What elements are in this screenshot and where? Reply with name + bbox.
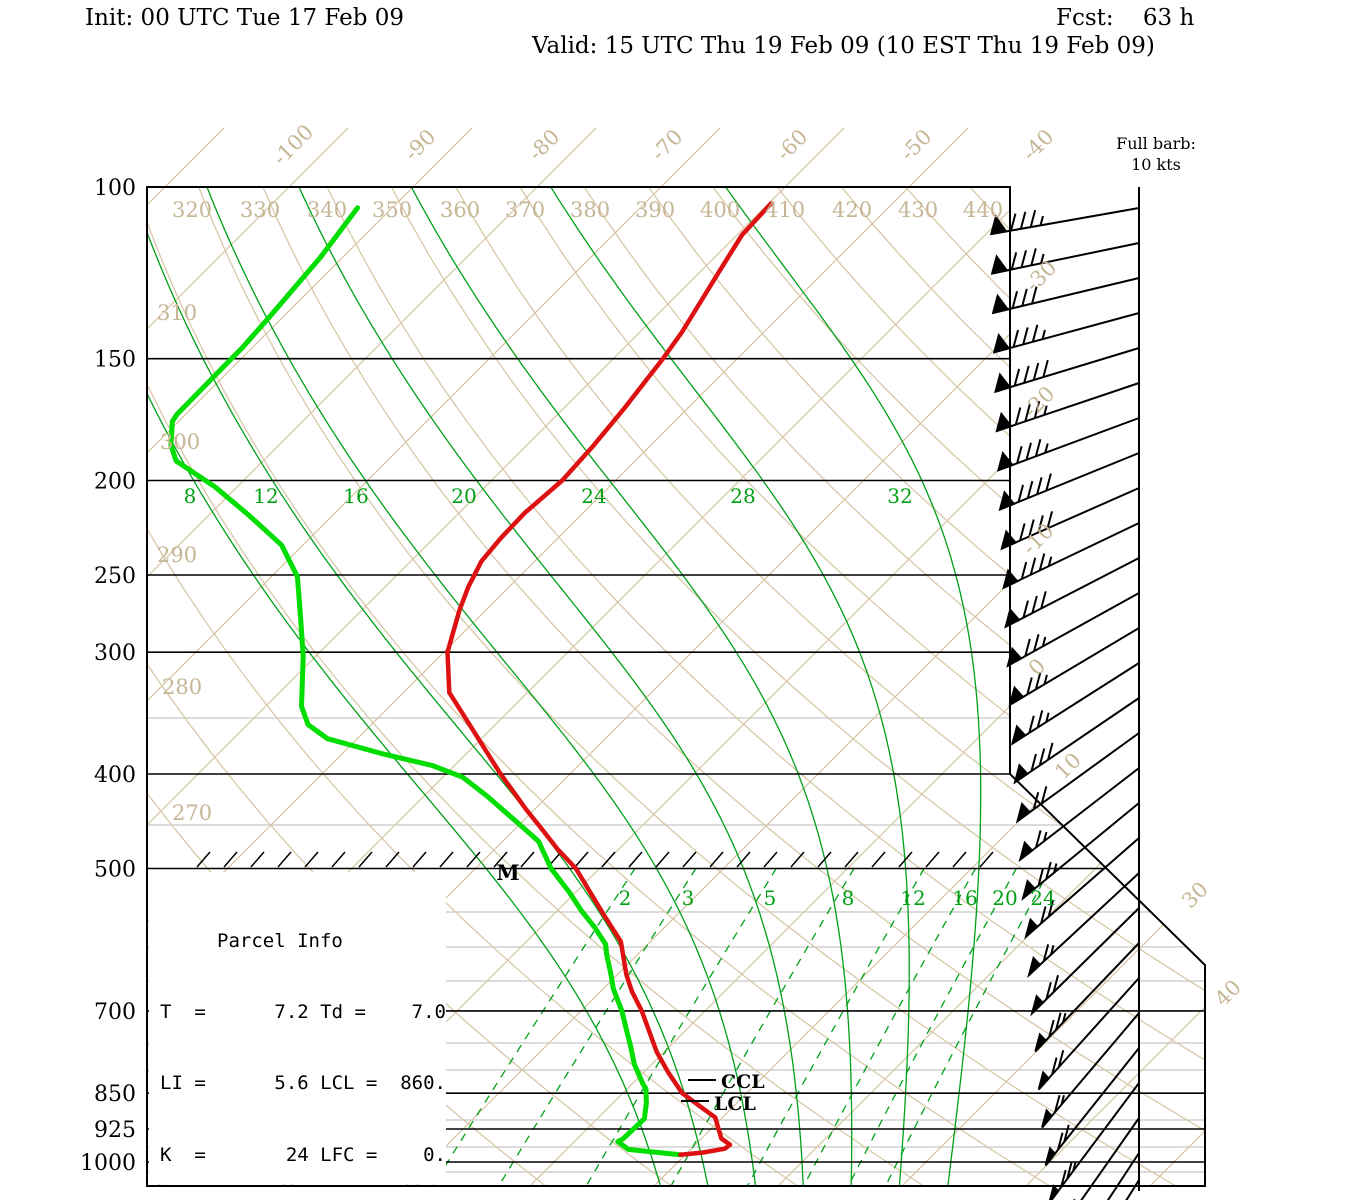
svg-text:150: 150 <box>94 348 136 373</box>
svg-text:-40: -40 <box>1018 125 1059 166</box>
svg-text:310: 310 <box>157 301 197 325</box>
barb-legend-line1: Full barb: <box>1116 134 1196 153</box>
svg-text:925: 925 <box>94 1118 136 1143</box>
svg-text:-50: -50 <box>896 125 937 166</box>
svg-text:100: 100 <box>94 176 136 201</box>
svg-text:3: 3 <box>682 886 695 910</box>
svg-text:10: 10 <box>1050 748 1086 784</box>
svg-text:8: 8 <box>184 484 197 508</box>
svg-text:-60: -60 <box>772 125 813 166</box>
svg-text:-80: -80 <box>524 125 565 166</box>
svg-text:370: 370 <box>505 198 545 222</box>
svg-text:400: 400 <box>700 198 740 222</box>
ccl-marker: CCL <box>688 1071 765 1093</box>
svg-text:32: 32 <box>887 484 912 508</box>
barb-legend-line2: 10 kts <box>1131 155 1181 174</box>
svg-text:12: 12 <box>900 886 925 910</box>
mixing-ratio-lines <box>430 868 1051 1186</box>
forecast-hour-label: Fcst: 63 h <box>1056 5 1195 31</box>
svg-text:28: 28 <box>730 484 755 508</box>
parcel-info-box: Parcel Info T = 7.2 Td = 7.0 LI = 5.6 LC… <box>160 882 446 1200</box>
svg-text:12: 12 <box>253 484 278 508</box>
svg-text:270: 270 <box>172 801 212 825</box>
svg-text:360: 360 <box>440 198 480 222</box>
parcel-info-row: K = 24 LFC = 0. <box>160 1143 446 1166</box>
svg-text:320: 320 <box>172 198 212 222</box>
moist-adiabat-lines <box>147 187 982 1186</box>
barb-legend: Full barb: 10 kts <box>1096 133 1216 175</box>
svg-text:350: 350 <box>372 198 412 222</box>
svg-text:300: 300 <box>160 430 200 454</box>
svg-text:300: 300 <box>94 641 136 666</box>
svg-text:200: 200 <box>94 470 136 495</box>
svg-text:430: 430 <box>898 198 938 222</box>
mixing-ratio-labels: 2 3 5 8 12 16 20 24 <box>619 886 1056 910</box>
svg-text:-70: -70 <box>647 125 688 166</box>
svg-text:2: 2 <box>619 886 632 910</box>
svg-text:440: 440 <box>963 198 1003 222</box>
valid-time-label: Valid: 15 UTC Thu 19 Feb 09 (10 EST Thu … <box>532 33 1155 59</box>
svg-text:290: 290 <box>157 543 197 567</box>
svg-text:390: 390 <box>635 198 675 222</box>
svg-text:420: 420 <box>832 198 872 222</box>
svg-text:CCL: CCL <box>721 1071 765 1093</box>
svg-text:410: 410 <box>765 198 805 222</box>
parcel-info-row: LI = 5.6 LCL = 860. <box>160 1072 446 1095</box>
svg-text:-100: -100 <box>268 120 318 170</box>
m-marker: M <box>496 860 519 885</box>
svg-text:16: 16 <box>343 484 368 508</box>
svg-text:850: 850 <box>94 1082 136 1107</box>
svg-text:1000: 1000 <box>80 1151 136 1176</box>
moist-adiabat-labels: 8 12 16 20 24 28 32 <box>184 484 913 508</box>
svg-text:30: 30 <box>1177 877 1213 913</box>
parcel-info-row: T = 7.2 Td = 7.0 <box>160 1000 446 1023</box>
svg-text:40: 40 <box>1210 975 1246 1011</box>
svg-text:20: 20 <box>451 484 476 508</box>
svg-text:16: 16 <box>952 886 977 910</box>
svg-text:20: 20 <box>992 886 1017 910</box>
parcel-info-title: Parcel Info <box>217 929 343 952</box>
dry-adiabat-labels: 320 330 340 350 360 370 380 390 400 410 420 430 440 3… <box>157 198 1003 825</box>
plot-border <box>146 186 1206 1187</box>
svg-text:340: 340 <box>307 198 347 222</box>
parcel-info-background <box>149 872 446 1184</box>
svg-text:24: 24 <box>1030 886 1055 910</box>
svg-text:380: 380 <box>570 198 610 222</box>
svg-text:LCL: LCL <box>714 1093 756 1115</box>
lcl-marker: LCL <box>681 1093 756 1115</box>
svg-text:-20: -20 <box>1019 382 1060 423</box>
svg-text:400: 400 <box>94 763 136 788</box>
svg-text:5: 5 <box>764 886 777 910</box>
svg-text:250: 250 <box>94 564 136 589</box>
temperature-curve <box>445 201 774 1157</box>
init-time-label: Init: 00 UTC Tue 17 Feb 09 <box>85 5 405 31</box>
dewpoint-curve <box>168 205 683 1158</box>
pressure-axis-labels: 100 150 200 250 300 400 500 700 850 925 1000 <box>80 176 136 1176</box>
svg-text:330: 330 <box>240 198 280 222</box>
svg-text:500: 500 <box>94 857 136 882</box>
wind-barbs <box>989 187 1140 1200</box>
svg-text:8: 8 <box>842 886 855 910</box>
svg-text:280: 280 <box>162 675 202 699</box>
svg-text:700: 700 <box>94 1000 136 1025</box>
svg-text:24: 24 <box>581 484 606 508</box>
hatch-500mb <box>196 851 994 868</box>
isotherm-top-labels: -100 -90 -80 -70 -60 -50 -40 <box>268 120 1059 170</box>
svg-text:-90: -90 <box>400 125 441 166</box>
